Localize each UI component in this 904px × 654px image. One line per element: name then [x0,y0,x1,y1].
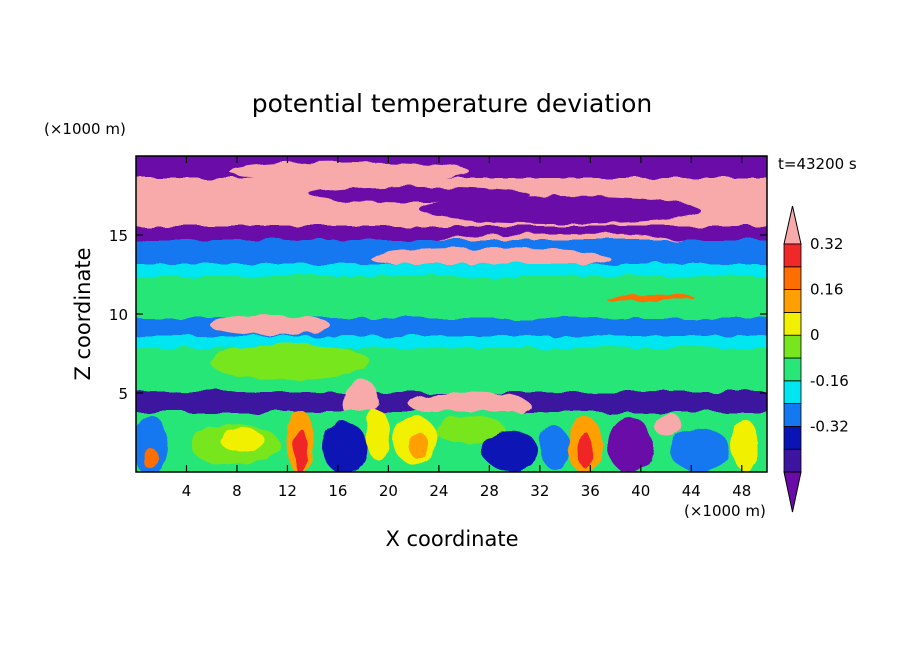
colorbar-tick-label: -0.16 [810,372,849,390]
colorbar-swatch [783,403,802,427]
x-tick-label: 48 [732,482,751,500]
colorbar-swatch [783,289,802,313]
y-tick-label: 10 [109,306,128,324]
x-tick-label: 4 [182,482,192,500]
x-tick-label: 12 [278,482,297,500]
x-tick-label: 16 [328,482,347,500]
colorbar-swatch [783,311,802,336]
x-tick-label: 40 [631,482,650,500]
x-axis: 4 8 12 16 20 24 28 32 36 40 44 48 [182,156,751,500]
colorbar-swatch [783,425,802,450]
time-label: t=43200 s [778,155,857,173]
colorbar-tick-label: -0.32 [810,417,849,435]
plot-area [136,156,767,472]
colorbar-swatch [783,357,802,382]
y-axis: 5 10 15 [109,227,767,403]
colorbar-bottom-arrow [783,471,802,513]
colorbar-tick-label: 0 [810,326,820,344]
x-tick-label: 28 [480,482,499,500]
x-tick-label: 44 [682,482,701,500]
x-axis-label: X coordinate [385,527,518,551]
y-axis-label: Z coordinate [71,247,95,380]
y-tick-label: 15 [109,227,128,245]
x-tick-label: 24 [429,482,448,500]
x-tick-label: 8 [232,482,242,500]
y-tick-label: 5 [118,385,128,403]
colorbar: 0.32 0.16 0 -0.16 -0.32 [783,205,849,513]
x-tick-label: 36 [581,482,600,500]
colorbar-swatch [783,380,802,404]
colorbar-swatch [783,334,802,359]
colorbar-swatch [783,266,802,290]
colorbar-top-arrow [783,205,802,245]
x-unit-label: (×1000 m) [684,502,766,520]
colorbar-tick-label: 0.16 [810,281,843,299]
y-unit-label: (×1000 m) [44,120,126,138]
chart-title: potential temperature deviation [252,89,652,118]
x-tick-label: 20 [379,482,398,500]
colorbar-tick-label: 0.32 [810,235,843,253]
x-tick-label: 32 [530,482,549,500]
colorbar-swatch [783,448,802,473]
colorbar-swatch [783,243,802,268]
